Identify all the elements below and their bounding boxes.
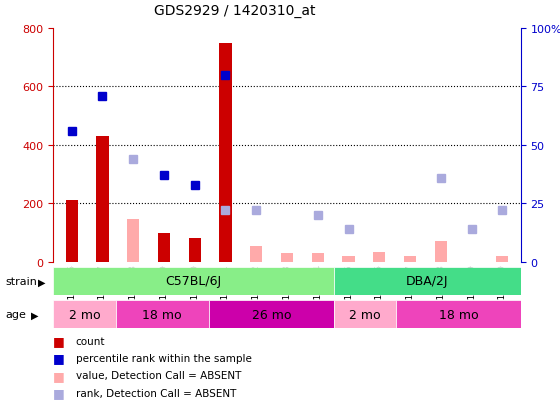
Bar <box>396 300 521 328</box>
Text: ■: ■ <box>53 351 65 365</box>
Bar <box>373 252 385 262</box>
Bar <box>342 256 354 262</box>
Text: age: age <box>6 310 26 320</box>
Bar <box>496 256 508 262</box>
Text: value, Detection Call = ABSENT: value, Detection Call = ABSENT <box>76 370 241 380</box>
Text: 2 mo: 2 mo <box>349 308 381 321</box>
Text: count: count <box>76 336 105 346</box>
Bar <box>281 254 293 262</box>
Bar <box>334 300 396 328</box>
Text: C57BL/6J: C57BL/6J <box>165 275 222 288</box>
Bar <box>96 137 109 262</box>
Text: ▶: ▶ <box>38 277 45 287</box>
Text: percentile rank within the sample: percentile rank within the sample <box>76 353 251 363</box>
Text: 18 mo: 18 mo <box>438 308 478 321</box>
Bar <box>209 300 334 328</box>
Bar <box>115 300 209 328</box>
Bar <box>311 254 324 262</box>
Bar <box>53 267 334 295</box>
Text: ■: ■ <box>53 386 65 399</box>
Bar <box>404 256 416 262</box>
Text: strain: strain <box>6 277 38 287</box>
Bar <box>66 201 78 262</box>
Text: GDS2929 / 1420310_at: GDS2929 / 1420310_at <box>155 4 316 18</box>
Bar <box>189 239 201 262</box>
Bar <box>158 233 170 262</box>
Bar <box>220 43 232 262</box>
Text: DBA/2J: DBA/2J <box>406 275 449 288</box>
Text: ▶: ▶ <box>31 310 38 320</box>
Text: ■: ■ <box>53 334 65 347</box>
Text: ■: ■ <box>53 369 65 382</box>
Bar <box>53 300 115 328</box>
Bar <box>435 242 447 262</box>
Text: rank, Detection Call = ABSENT: rank, Detection Call = ABSENT <box>76 388 236 398</box>
Bar <box>127 220 139 262</box>
Bar <box>334 267 521 295</box>
Text: 2 mo: 2 mo <box>68 308 100 321</box>
Text: 26 mo: 26 mo <box>251 308 291 321</box>
Text: 18 mo: 18 mo <box>142 308 182 321</box>
Bar <box>250 246 263 262</box>
